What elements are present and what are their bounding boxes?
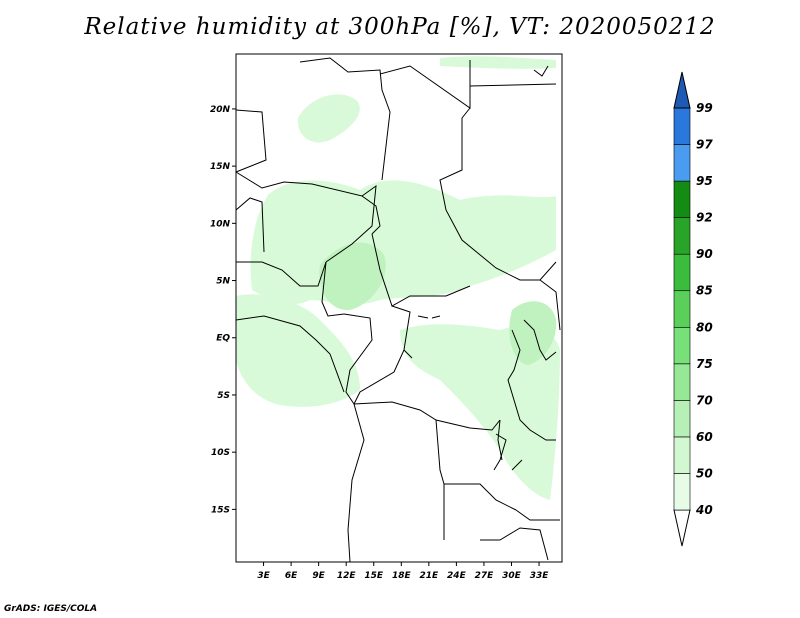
y-tick-label: EQ xyxy=(216,334,230,344)
y-tick-label: 5S xyxy=(217,391,230,401)
x-tick-label: 6E xyxy=(285,571,298,581)
x-tick-label: 30E xyxy=(502,571,522,581)
colorbar-label: 50 xyxy=(696,466,713,480)
colorbar-segment xyxy=(673,217,691,255)
colorbar-segment xyxy=(673,253,691,292)
colorbar-high-triangle xyxy=(673,71,691,109)
colorbar-label: 99 xyxy=(696,101,713,115)
y-tick-label: 20N xyxy=(210,105,231,115)
humidity-patch-west xyxy=(250,180,556,305)
humidity-patch-gulf xyxy=(236,294,360,407)
colorbar-label: 97 xyxy=(696,138,713,152)
humidity-patch-core xyxy=(319,242,386,311)
humidity-patch-east xyxy=(509,301,557,365)
x-tick-label: 9E xyxy=(312,571,325,581)
colorbar: 40 50 60 70 75 80 85 90 92 95 97 99 xyxy=(673,71,713,547)
x-tick-label: 21E xyxy=(420,571,440,581)
humidity-shading xyxy=(236,56,560,500)
colorbar-label: 85 xyxy=(696,284,713,298)
x-tick-label: 15E xyxy=(364,571,384,581)
colorbar-segment xyxy=(673,144,691,182)
colorbar-label: 40 xyxy=(695,503,713,517)
colorbar-label: 60 xyxy=(696,430,713,444)
colorbar-segment xyxy=(673,290,691,328)
credit-label: GrADS: IGES/COLA xyxy=(4,604,98,614)
x-tick-label: 12E xyxy=(337,571,357,581)
colorbar-segment xyxy=(673,180,691,218)
humidity-patch-congo xyxy=(400,324,560,500)
colorbar-label: 95 xyxy=(696,174,713,188)
humidity-patch-sahel xyxy=(297,94,360,143)
country-borders xyxy=(235,57,561,563)
y-tick-label: 10N xyxy=(210,219,231,229)
y-tick-label: 15N xyxy=(210,162,231,172)
x-tick-label: 27E xyxy=(475,571,495,581)
colorbar-segment xyxy=(673,363,691,401)
x-tick-label: 24E xyxy=(447,571,467,581)
y-tick-label: 5N xyxy=(216,277,230,287)
y-tick-label: 15S xyxy=(211,505,230,515)
colorbar-segment xyxy=(673,473,691,511)
colorbar-label: 92 xyxy=(696,211,713,225)
colorbar-segment xyxy=(673,400,691,438)
colorbar-label: 70 xyxy=(696,393,713,407)
colorbar-segment xyxy=(673,107,691,145)
humidity-patch-top xyxy=(440,56,556,69)
map-frame xyxy=(235,53,563,563)
x-tick-label: 18E xyxy=(392,571,412,581)
y-tick-label: 10S xyxy=(211,448,230,458)
x-tick-label: 3E xyxy=(257,571,270,581)
colorbar-label: 75 xyxy=(696,357,713,371)
map-title: Relative humidity at 300hPa [%], VT: 202… xyxy=(84,14,716,40)
x-tick-label: 33E xyxy=(530,571,550,581)
colorbar-label: 80 xyxy=(696,320,713,334)
colorbar-low-triangle xyxy=(673,509,691,547)
x-axis-ticks: 3E 6E 9E 12E 15E 18E 21E 24E 27E 30E 33E xyxy=(257,562,549,581)
colorbar-segment xyxy=(673,326,691,365)
colorbar-label: 90 xyxy=(696,247,713,261)
y-axis-ticks: 20N 15N 10N 5N EQ 5S 10S 15S xyxy=(210,105,236,515)
colorbar-segment xyxy=(673,436,691,474)
